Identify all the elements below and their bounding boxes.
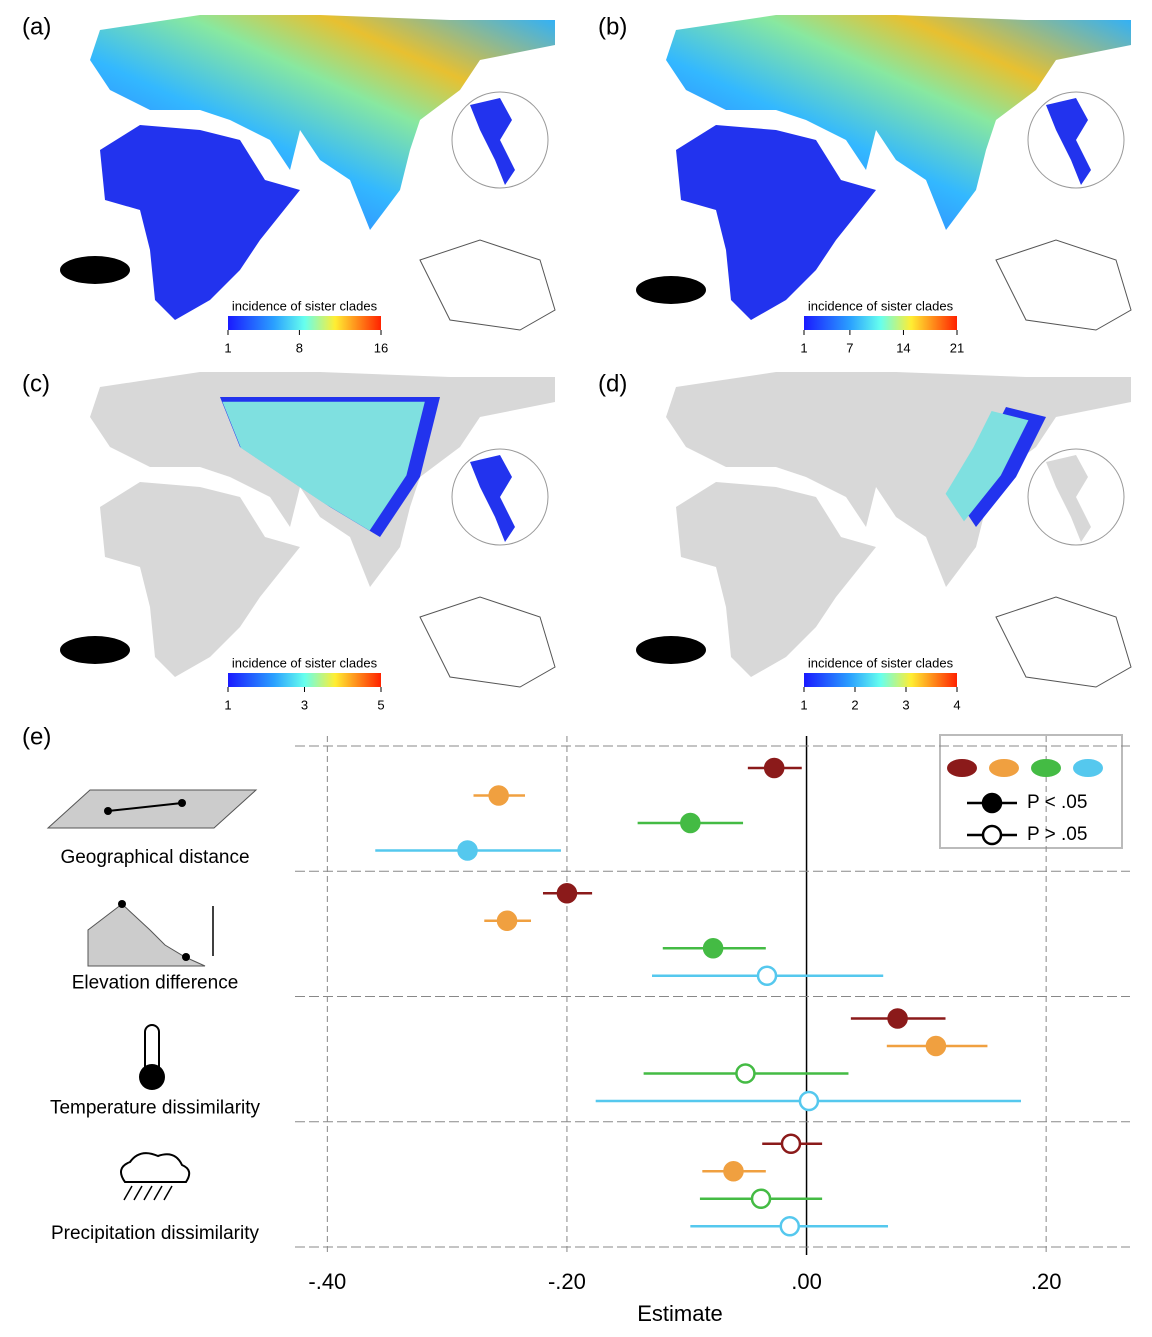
- colorbar: [804, 673, 957, 687]
- globe-land: [470, 455, 515, 542]
- panel-label: (c): [22, 370, 50, 397]
- colorbar-tick-label: 16: [374, 340, 388, 355]
- animal-silhouette: [60, 636, 130, 664]
- legend-silhouette: [989, 759, 1019, 777]
- colorbar-tick-label: 3: [301, 697, 308, 712]
- continent: [100, 482, 300, 677]
- colorbar-tick-label: 5: [377, 697, 384, 712]
- colorbar-label: incidence of sister clades: [232, 655, 378, 670]
- estimate-point: [488, 785, 509, 806]
- globe-land: [1046, 455, 1091, 542]
- legend-label: P > .05: [1027, 824, 1087, 845]
- colorbar-tick-label: 1: [224, 340, 231, 355]
- panel-label: (d): [598, 370, 627, 397]
- category-label: Precipitation dissimilarity: [51, 1223, 260, 1244]
- distance-icon: [104, 807, 112, 815]
- estimate-point: [723, 1161, 744, 1182]
- x-tick-label: .00: [791, 1269, 822, 1294]
- legend-box: [939, 734, 1123, 849]
- globe-land: [470, 98, 515, 185]
- legend-silhouette: [1073, 759, 1103, 777]
- legend-silhouette: [1031, 759, 1061, 777]
- colorbar-tick-label: 1: [800, 340, 807, 355]
- estimate-point: [779, 1216, 801, 1237]
- animal-silhouette: [636, 636, 706, 664]
- colorbar-tick-label: 3: [902, 697, 909, 712]
- colorbar-tick-label: 1: [800, 697, 807, 712]
- estimate-point: [925, 1035, 947, 1057]
- panel-label: (e): [22, 723, 51, 750]
- estimate-point: [780, 1133, 802, 1154]
- estimate-point: [680, 812, 701, 834]
- colorbar: [804, 316, 957, 330]
- legend-label: P < .05: [1027, 792, 1087, 813]
- continent: [995, 239, 1132, 331]
- colorbar: [228, 316, 381, 330]
- colorbar: [228, 673, 381, 687]
- map-panel: (d) incidence of sister clades 1 2 3 4: [598, 370, 1132, 712]
- map-panel: (c) incidence of sister clades 1 3 5: [22, 370, 556, 712]
- continent: [676, 125, 876, 320]
- colorbar-tick-label: 14: [896, 340, 910, 355]
- colorbar-tick-label: 4: [953, 697, 960, 712]
- estimate-point: [556, 883, 578, 904]
- colorbar-label: incidence of sister clades: [808, 298, 954, 313]
- legend-marker: [981, 792, 1003, 814]
- panel-label: (a): [22, 13, 51, 40]
- elevation-icon: [118, 900, 126, 908]
- continent: [995, 596, 1132, 688]
- colorbar-tick-label: 21: [950, 340, 964, 355]
- continent: [100, 125, 300, 320]
- thermometer-icon: [139, 1064, 165, 1090]
- estimate-point: [702, 938, 724, 959]
- estimate-point: [798, 1090, 820, 1112]
- colorbar-tick-label: 8: [296, 340, 303, 355]
- estimate-point: [496, 910, 518, 931]
- map-panel: (b) incidence of sister clades 1 7 14 21: [598, 13, 1132, 355]
- animal-silhouette: [636, 276, 706, 304]
- range-patch: [222, 401, 425, 531]
- map-panel: (a) incidence of sister clades 1 8 16: [22, 13, 556, 355]
- globe-land: [1046, 98, 1091, 185]
- distance-icon: [107, 802, 183, 812]
- cloud-icon: [120, 1152, 191, 1183]
- legend-marker: [981, 824, 1003, 846]
- colorbar-label: incidence of sister clades: [232, 298, 378, 313]
- colorbar-tick-label: 1: [224, 697, 231, 712]
- forest-plot: (e) -.40 -.20 .00 .20 Estimate Geographical di…: [22, 723, 1130, 1326]
- estimate-point: [750, 1188, 772, 1209]
- legend-silhouette: [947, 759, 977, 777]
- estimate-point: [887, 1008, 908, 1029]
- elevation-icon: [87, 903, 206, 967]
- range-patch: [945, 411, 1029, 522]
- distance-icon: [178, 799, 186, 807]
- continent: [676, 482, 876, 677]
- x-tick-label: -.20: [548, 1269, 586, 1294]
- category-label: Elevation difference: [72, 972, 239, 993]
- estimate-point: [735, 1063, 756, 1084]
- x-tick-label: -.40: [308, 1269, 346, 1294]
- category-label: Geographical distance: [60, 847, 249, 868]
- panel-label: (b): [598, 13, 627, 40]
- cloud-icon: [123, 1185, 173, 1201]
- estimate-point: [457, 840, 478, 861]
- colorbar-tick-label: 7: [846, 340, 853, 355]
- colorbar-label: incidence of sister clades: [808, 655, 954, 670]
- estimate-point: [756, 965, 778, 986]
- continent: [419, 596, 556, 688]
- elevation-icon: [182, 953, 190, 961]
- distance-icon: [46, 789, 258, 829]
- maps: (a) incidence of sister clades 1 8 16 (b) inci…: [22, 13, 1132, 712]
- x-axis-label: Estimate: [637, 1301, 723, 1326]
- x-tick-label: .20: [1031, 1269, 1062, 1294]
- colorbar-tick-label: 2: [851, 697, 858, 712]
- category-label: Temperature dissimilarity: [50, 1098, 261, 1119]
- estimate-point: [763, 757, 785, 779]
- continent: [419, 239, 556, 331]
- animal-silhouette: [60, 256, 130, 284]
